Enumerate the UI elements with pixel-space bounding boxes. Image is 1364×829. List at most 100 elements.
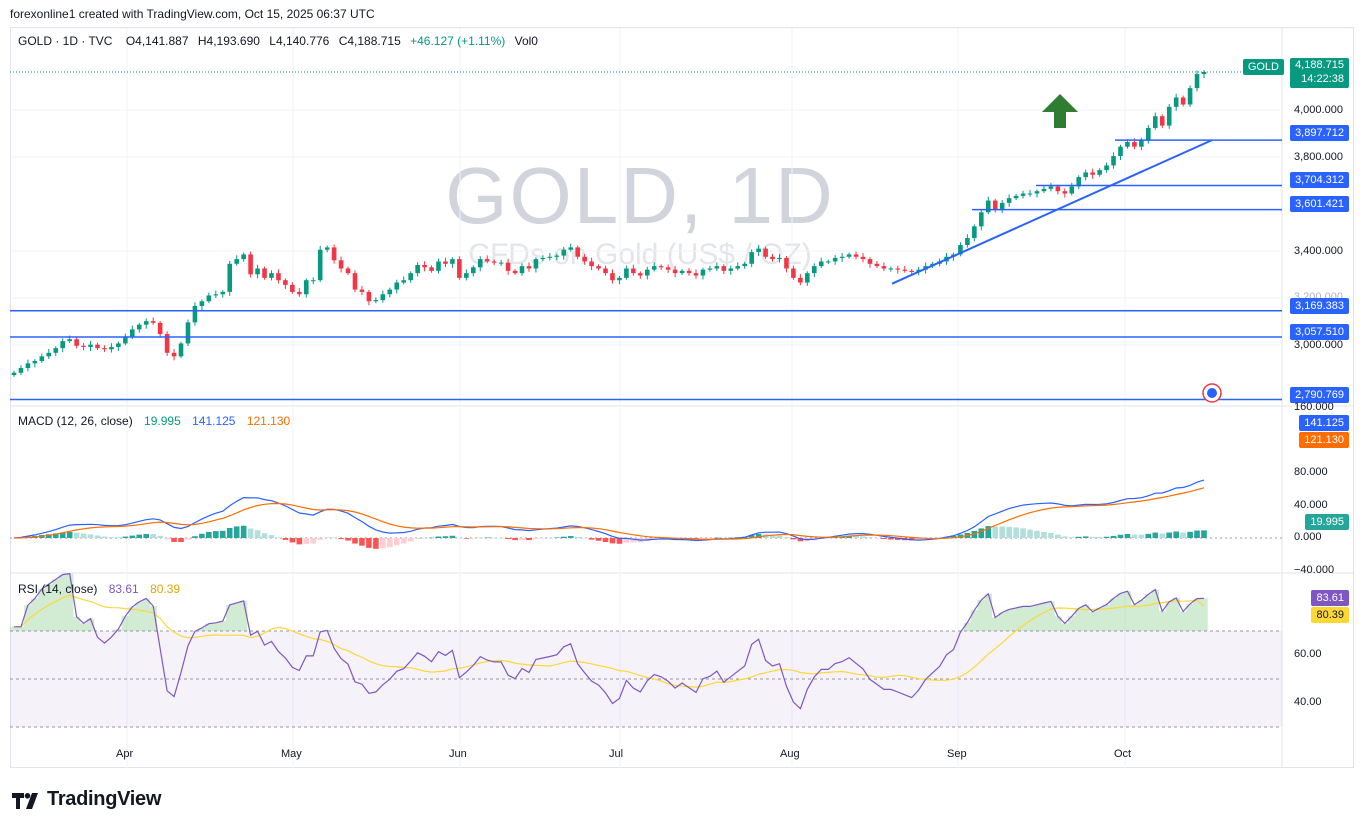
macd-legend[interactable]: MACD (12, 26, close) 19.995 141.125 121.… <box>18 414 298 428</box>
level-tag[interactable]: 3,601.421 <box>1290 196 1349 212</box>
macd-histogram-bar <box>11 538 17 539</box>
candle-body <box>213 294 219 296</box>
candle-body <box>116 343 121 347</box>
candle-body <box>1132 141 1137 147</box>
candle-body <box>526 266 532 269</box>
candle-body <box>533 259 539 269</box>
macd-histogram-bar <box>115 537 122 538</box>
macd-histogram-bar <box>567 536 574 538</box>
macd-histogram-bar <box>1124 533 1131 538</box>
level-tag[interactable]: 3,057.510 <box>1290 324 1349 340</box>
macd-histogram-bar <box>595 538 602 541</box>
macd-histogram-bar <box>428 537 435 539</box>
candle-body <box>818 261 824 267</box>
macd-histogram-bar <box>80 533 87 538</box>
candle-body <box>46 352 52 357</box>
change-value: +46.127 (+1.11%) <box>410 34 506 48</box>
price-tick: 4,000.000 <box>1294 104 1343 116</box>
candle-body <box>811 266 817 274</box>
macd-histogram-bar <box>985 526 992 538</box>
candle-body <box>832 257 838 262</box>
bar-countdown: 14:22:38 <box>1301 73 1344 85</box>
candle-body <box>1146 127 1151 140</box>
candle-body <box>303 280 309 295</box>
macd-histogram-bar <box>338 538 344 539</box>
level-tag[interactable]: 3,897.712 <box>1290 125 1349 141</box>
candle-body <box>185 322 191 344</box>
candle-body <box>895 268 901 270</box>
candle-body <box>1104 165 1109 171</box>
macd-histogram-bar <box>714 537 720 539</box>
candle-body <box>568 247 574 250</box>
candle-body <box>839 256 845 258</box>
trendline <box>891 139 1213 285</box>
candle-body <box>1048 186 1054 189</box>
candle-body <box>665 267 671 270</box>
candle-body <box>853 254 859 257</box>
macd-histogram-bar <box>1048 532 1054 538</box>
candle-body <box>1069 186 1075 194</box>
level-tag[interactable]: 3,169.383 <box>1290 298 1349 314</box>
symbol-tag: GOLD <box>1242 59 1284 75</box>
macd-histogram-bar <box>199 533 205 538</box>
macd-histogram-bar <box>247 528 254 538</box>
macd-tick: 80.000 <box>1294 466 1328 478</box>
rsi-ma-tag: 80.39 <box>1311 607 1349 623</box>
macd-histogram-bar <box>574 536 581 538</box>
candle-body <box>763 248 768 257</box>
candle-body <box>1020 193 1026 196</box>
candle-body <box>1173 97 1179 107</box>
macd-histogram-bar <box>727 537 734 539</box>
level-tag[interactable]: 2,790.769 <box>1290 387 1349 403</box>
macd-histogram-bar <box>414 538 421 539</box>
candle-body <box>679 270 685 274</box>
candle-body <box>707 268 713 270</box>
tradingview-logo[interactable]: TradingView <box>12 788 161 811</box>
macd-histogram-bar <box>59 532 66 538</box>
macd-histogram-bar <box>874 538 880 539</box>
macd-histogram-bar <box>226 528 233 538</box>
candle-body <box>589 261 594 267</box>
candle-body <box>1166 106 1172 126</box>
candle-body <box>401 280 407 283</box>
macd-histogram-bar <box>609 538 616 544</box>
signal-tag: 121.130 <box>1299 432 1349 448</box>
up-arrow-icon <box>1042 94 1078 128</box>
candle-body <box>700 269 706 276</box>
candle-body <box>554 255 560 257</box>
macd-histogram-bar <box>1096 536 1103 538</box>
rsi-legend[interactable]: RSI (14, close) 83.61 80.39 <box>18 582 188 596</box>
macd-tick: 40.000 <box>1294 499 1328 511</box>
level-tag[interactable]: 3,704.312 <box>1290 172 1349 188</box>
candle-body <box>540 257 546 260</box>
candle-body <box>380 294 386 301</box>
candle-body <box>60 341 66 349</box>
macd-histogram-bar <box>797 538 804 542</box>
candle-body <box>749 252 754 264</box>
candle-body <box>881 266 887 269</box>
candle-body <box>860 256 866 260</box>
candle-body <box>693 273 699 276</box>
macd-histogram-bar <box>616 538 623 544</box>
macd-histogram-bar <box>846 535 852 538</box>
macd-histogram-bar <box>94 535 101 538</box>
macd-histogram-bar <box>1152 532 1159 538</box>
macd-histogram-bar <box>1062 536 1068 538</box>
macd-histogram-bar <box>407 538 414 542</box>
candle-body <box>603 268 608 274</box>
candle-body <box>436 261 441 271</box>
candle-body <box>714 266 720 269</box>
macd-histogram-bar <box>101 536 108 538</box>
candle-body <box>470 267 476 274</box>
candle-body <box>18 368 24 373</box>
macd-histogram-bar <box>400 538 407 544</box>
candle-body <box>136 324 142 330</box>
candle-body <box>1041 188 1047 192</box>
macd-histogram-bar <box>108 537 115 538</box>
low-value: L4,140.776 <box>269 34 330 48</box>
macd-histogram-bar <box>233 526 240 538</box>
macd-value: 141.125 <box>192 414 236 428</box>
symbol-label[interactable]: GOLD · 1D · TVC <box>18 34 113 48</box>
candle-body <box>241 254 246 260</box>
